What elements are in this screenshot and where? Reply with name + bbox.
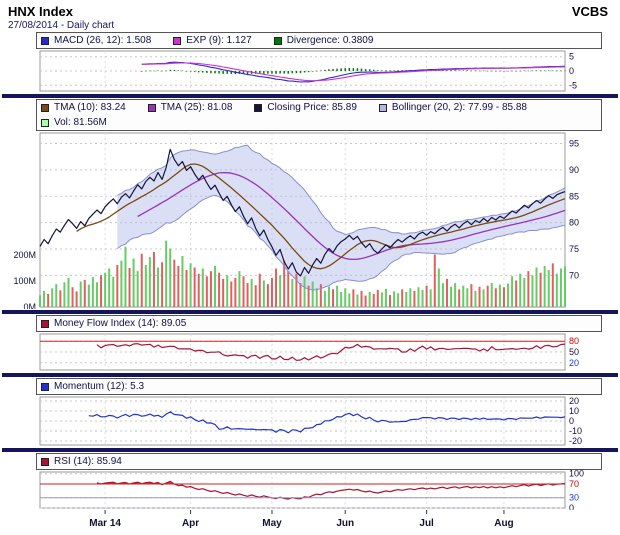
svg-text:0: 0 bbox=[569, 66, 574, 76]
main-legend: TMA (10): 83.24 TMA (25): 81.08 Closing … bbox=[36, 99, 602, 131]
macd-chart: 5 0 -5 bbox=[39, 50, 577, 92]
macd-legend-label: MACD (26, 12): 1.508 bbox=[54, 35, 152, 46]
title-block: HNX Index 27/08/2014 - Daily chart bbox=[8, 4, 114, 31]
closing-price-swatch-icon bbox=[254, 103, 263, 112]
tma25-legend-item: TMA (25): 81.08 bbox=[147, 102, 233, 113]
exp-legend-item: EXP (9): 1.127 bbox=[173, 35, 252, 46]
momentum-legend-item: Momentum (12): 5.3 bbox=[41, 381, 144, 392]
exp-swatch-icon bbox=[173, 36, 182, 45]
price-chart: 200M 100M 0M 95 90 85 80 75 70 bbox=[13, 132, 579, 309]
svg-text:70: 70 bbox=[569, 479, 579, 489]
panel-separator bbox=[2, 373, 618, 377]
volume-legend-item: Vol: 81.56M bbox=[41, 117, 107, 128]
exp-legend-label: EXP (9): 1.127 bbox=[186, 35, 252, 46]
svg-text:200M: 200M bbox=[13, 250, 36, 260]
macd-legend-row: MACD (26, 12): 1.508 EXP (9): 1.127 Dive… bbox=[37, 33, 601, 48]
svg-text:100: 100 bbox=[569, 470, 584, 479]
divergence-swatch-icon bbox=[273, 36, 282, 45]
chart-subtitle: 27/08/2014 - Daily chart bbox=[8, 20, 115, 31]
closing-price-legend-item: Closing Price: 85.89 bbox=[254, 102, 357, 113]
main-legend-row-2: Vol: 81.56M bbox=[37, 115, 601, 130]
panel-separator bbox=[2, 310, 618, 314]
tma25-swatch-icon bbox=[147, 103, 156, 112]
rsi-legend-row: RSI (14): 85.94 bbox=[37, 454, 601, 469]
svg-text:90: 90 bbox=[569, 165, 579, 175]
volume-legend-label: Vol: 81.56M bbox=[54, 117, 107, 128]
momentum-legend: Momentum (12): 5.3 bbox=[36, 378, 602, 395]
rsi-legend-item: RSI (14): 85.94 bbox=[41, 456, 122, 467]
bollinger-swatch-icon bbox=[378, 103, 387, 112]
svg-text:95: 95 bbox=[569, 139, 579, 149]
chart-title: HNX Index bbox=[8, 4, 74, 19]
divergence-legend-item: Divergence: 0.3809 bbox=[273, 35, 374, 46]
divergence-legend-label: Divergence: 0.3809 bbox=[286, 35, 374, 46]
panel-separator bbox=[2, 94, 618, 98]
momentum-legend-row: Momentum (12): 5.3 bbox=[37, 379, 601, 394]
svg-text:20: 20 bbox=[569, 358, 579, 368]
svg-text:0: 0 bbox=[569, 416, 574, 426]
main-legend-row-1: TMA (10): 83.24 TMA (25): 81.08 Closing … bbox=[37, 100, 601, 115]
svg-text:5: 5 bbox=[569, 52, 574, 62]
macd-legend-item: MACD (26, 12): 1.508 bbox=[41, 35, 151, 46]
svg-text:-5: -5 bbox=[569, 80, 577, 90]
svg-text:Apr: Apr bbox=[182, 518, 199, 529]
closing-price-legend-label: Closing Price: 85.89 bbox=[267, 102, 357, 113]
svg-text:85: 85 bbox=[569, 191, 579, 201]
rsi-swatch-icon bbox=[41, 457, 49, 466]
rsi-legend: RSI (14): 85.94 bbox=[36, 453, 602, 470]
svg-text:0: 0 bbox=[569, 503, 574, 510]
svg-text:70: 70 bbox=[569, 270, 579, 280]
svg-text:75: 75 bbox=[569, 244, 579, 254]
bollinger-legend-item: Bollinger (20, 2): 77.99 - 85.88 bbox=[378, 102, 527, 113]
svg-text:10: 10 bbox=[569, 406, 579, 416]
rsi-legend-label: RSI (14): 85.94 bbox=[54, 456, 122, 467]
svg-text:-10: -10 bbox=[569, 426, 582, 436]
tma10-legend-label: TMA (10): 83.24 bbox=[54, 102, 126, 113]
macd-swatch-icon bbox=[41, 36, 49, 45]
svg-text:Mar 14: Mar 14 bbox=[89, 518, 121, 529]
brand-label: VCBS bbox=[571, 4, 608, 19]
volume-swatch-icon bbox=[41, 118, 49, 127]
momentum-legend-label: Momentum (12): 5.3 bbox=[54, 381, 145, 392]
svg-text:0M: 0M bbox=[23, 302, 36, 309]
svg-text:Jun: Jun bbox=[336, 518, 354, 529]
mfi-legend-row: Money Flow Index (14): 89.05 bbox=[37, 316, 601, 331]
svg-text:30: 30 bbox=[569, 493, 579, 503]
bollinger-legend-label: Bollinger (20, 2): 77.99 - 85.88 bbox=[391, 102, 527, 113]
mfi-legend: Money Flow Index (14): 89.05 bbox=[36, 315, 602, 332]
mfi-legend-item: Money Flow Index (14): 89.05 bbox=[41, 318, 186, 329]
header: HNX Index 27/08/2014 - Daily chart VCBS bbox=[0, 2, 620, 32]
svg-text:20: 20 bbox=[569, 396, 579, 406]
svg-text:May: May bbox=[262, 518, 282, 529]
svg-text:50: 50 bbox=[569, 347, 579, 357]
svg-text:80: 80 bbox=[569, 218, 579, 228]
mfi-legend-label: Money Flow Index (14): 89.05 bbox=[54, 318, 187, 329]
svg-text:Jul: Jul bbox=[419, 518, 434, 529]
momentum-swatch-icon bbox=[41, 382, 49, 391]
svg-text:100M: 100M bbox=[13, 276, 36, 286]
tma10-swatch-icon bbox=[41, 103, 49, 112]
svg-text:80: 80 bbox=[569, 336, 579, 346]
panel-separator bbox=[2, 448, 618, 452]
x-axis: Mar 14 Apr May Jun Jul Aug bbox=[89, 510, 514, 529]
tma10-legend-item: TMA (10): 83.24 bbox=[41, 102, 126, 113]
mfi-swatch-icon bbox=[41, 319, 49, 328]
svg-text:Aug: Aug bbox=[494, 518, 513, 529]
macd-legend: MACD (26, 12): 1.508 EXP (9): 1.127 Dive… bbox=[36, 32, 602, 49]
tma25-legend-label: TMA (25): 81.08 bbox=[160, 102, 233, 113]
svg-text:-20: -20 bbox=[569, 436, 582, 446]
